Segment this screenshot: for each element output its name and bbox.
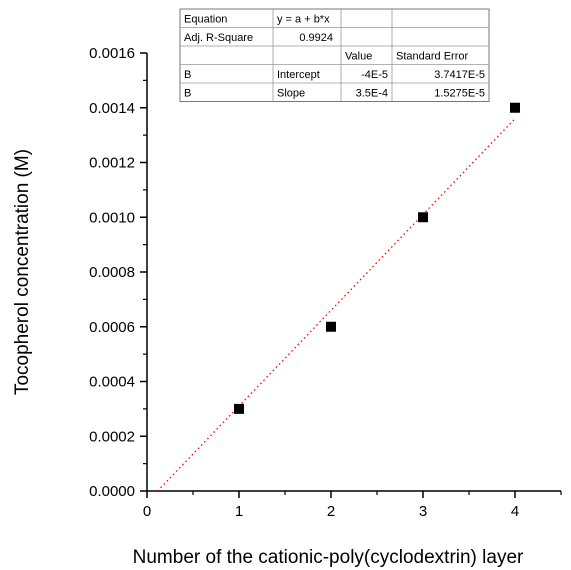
data-point-0-0 [234, 403, 244, 414]
y-tick-label-8: 0.0016 [89, 45, 135, 62]
data-points [234, 102, 520, 414]
x-tick-label-1: 1 [235, 503, 243, 520]
fit-table-cell-4-0: B [184, 88, 191, 100]
y-axis-title: Tocopherol concentration (M) [12, 149, 33, 395]
y-tick-label-5: 0.0010 [89, 209, 135, 226]
fit-table-border [179, 8, 490, 102]
fit-table-cell-4-1: Slope [277, 88, 305, 100]
fit-table-cell-1-0: Adj. R-Square [184, 32, 253, 44]
data-point-0-3 [510, 102, 520, 113]
x-tick-label-4: 4 [511, 503, 519, 520]
y-ticks: 0.0000 0.0002 0.0004 0.0006 0.0008 0.0010 0.00… [89, 45, 147, 500]
fit-table-cell-0-0: Equation [184, 14, 227, 26]
fit-table-cell-4-2: 3.5E-4 [356, 88, 388, 100]
fit-line [157, 118, 516, 492]
fit-table-cell-0-1: y = a + b*x [277, 14, 330, 26]
fit-results-table: Equation y = a + b*x Adj. R-Square 0.9924 Va… [179, 8, 490, 102]
x-tick-label-0: 0 [143, 503, 151, 520]
fit-table-cell-3-3: 3.7417E-5 [434, 69, 485, 81]
y-tick-label-2: 0.0004 [89, 374, 135, 391]
y-tick-label-0: 0.0000 [89, 483, 135, 500]
fit-table-cell-1-1: 0.9924 [299, 32, 333, 44]
fit-table-cell-4-3: 1.5275E-5 [434, 88, 485, 100]
y-tick-label-4: 0.0008 [89, 264, 135, 281]
data-point-0-2 [418, 212, 428, 223]
fit-table-cell-2-2: Value [345, 51, 372, 63]
x-axis-title: Number of the cationic-poly(cyclodextrin… [133, 547, 524, 568]
fit-table-cell-3-2: -4E-5 [361, 69, 388, 81]
x-tick-label-3: 3 [419, 503, 427, 520]
fit-table-cell-3-1: Intercept [277, 69, 320, 81]
fit-line-group [157, 118, 516, 492]
data-point-0-1 [326, 321, 336, 332]
fit-table-cell-2-3: Standard Error [396, 51, 468, 63]
y-tick-label-1: 0.0002 [89, 428, 135, 445]
axes [146, 53, 561, 492]
y-tick-label-6: 0.0012 [89, 155, 135, 172]
y-tick-label-3: 0.0006 [89, 319, 135, 336]
y-tick-label-7: 0.0014 [89, 100, 135, 117]
x-tick-label-2: 2 [327, 503, 335, 520]
fit-table-cell-3-0: B [184, 69, 191, 81]
x-ticks: 0 1 2 3 4 [143, 491, 562, 520]
